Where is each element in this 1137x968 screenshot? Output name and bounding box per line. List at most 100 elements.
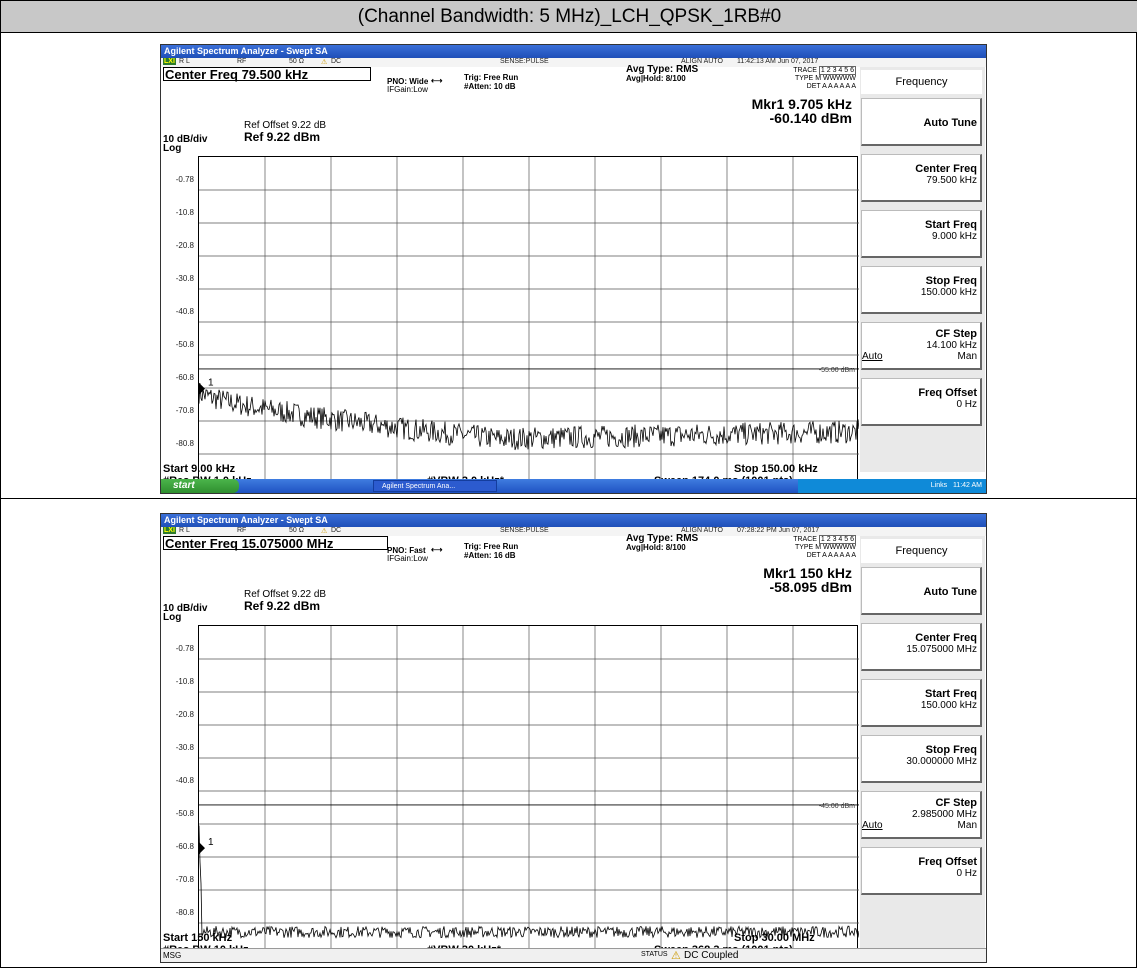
trig-label: Trig: Free Run [464, 73, 519, 82]
y-tick-label: -0.78 [175, 644, 194, 653]
auto-label: Auto [862, 820, 883, 831]
y-tick-label: -10.8 [175, 208, 194, 217]
spectrum-trace-svg: -45.00 dBm 1 [199, 626, 859, 956]
ref-level: Ref 9.22 dBm [244, 599, 321, 613]
auto-man-toggle: Auto Man [862, 351, 977, 362]
marker-value: -60.140 dBm [769, 110, 852, 126]
softkey-label: CF Step [935, 797, 977, 809]
freq-offset-button[interactable]: Freq Offset 0 Hz [861, 378, 982, 426]
y-tick-label: -50.8 [175, 340, 194, 349]
dc-label: DC [331, 58, 342, 65]
trace-row-label: TRACE [793, 67, 817, 74]
row-divider [1, 498, 1137, 499]
trace-info: TRACE 1 2 3 4 5 6 TYPE M WWWWW DET A A A… [793, 535, 856, 560]
det-val: A A A A A A [822, 552, 856, 559]
status-label: STATUS [641, 951, 668, 958]
man-label: Man [957, 351, 977, 362]
spectrum-plot: -55.00 dBm 1 [198, 156, 859, 487]
align-label: ALIGN AUTO [681, 527, 723, 534]
marker-freq: Mkr1 9.705 kHz [751, 96, 852, 112]
y-tick-label: -10.8 [175, 677, 194, 686]
spectrum-analyzer-screenshot-2: Agilent Spectrum Analyzer - Swept SA LXI… [160, 513, 987, 963]
det-row-label: DET [806, 83, 821, 90]
y-tick-label: -40.8 [175, 776, 194, 785]
ref-offset: Ref Offset 9.22 dB [244, 589, 327, 600]
marker-freq: Mkr1 150 kHz [763, 565, 852, 581]
y-tick-label: -30.8 [175, 274, 194, 283]
spectrum-analyzer-screenshot-1: Agilent Spectrum Analyzer - Swept SA LXI… [160, 44, 987, 494]
det-val: A A A A A A [822, 83, 856, 90]
auto-tune-button[interactable]: Auto Tune [861, 98, 982, 146]
softkey-panel: Frequency Auto Tune Center Freq 15.075000… [860, 536, 985, 948]
ifgain-label: IFGain:Low [387, 554, 428, 563]
start-freq-button[interactable]: Start Freq 9.000 kHz [861, 210, 982, 258]
softkey-value: 15.075000 MHz [906, 644, 977, 655]
trace-line [199, 383, 859, 451]
trace-nums: 1 2 3 4 5 6 [818, 66, 856, 75]
spectrum-plot: -45.00 dBm 1 [198, 625, 859, 956]
cf-step-button[interactable]: CF Step 14.100 kHz Auto Man [861, 322, 982, 370]
trace-row-label: TRACE [793, 536, 817, 543]
auto-man-toggle: Auto Man [862, 820, 977, 831]
softkey-value: 2.985000 MHz [911, 809, 977, 820]
stop-freq: Stop 150.00 kHz [734, 463, 818, 475]
softkey-label: Stop Freq [925, 275, 977, 287]
softkey-menu-title: Frequency [861, 70, 982, 94]
start-freq-button[interactable]: Start Freq 150.000 kHz [861, 679, 982, 727]
marker-number: 1 [208, 378, 214, 389]
y-tick-label: -30.8 [175, 743, 194, 752]
stop-freq-button[interactable]: Stop Freq 30.000000 MHz [861, 735, 982, 783]
type-val: M WWWWW [815, 75, 856, 82]
info-strip: LXI R L RF 50 Ω ⚠ DC SENSE:PULSE ALIGN A… [161, 527, 986, 536]
windows-taskbar: start Agilent Spectrum Ana... Links 11:4… [161, 479, 986, 493]
type-val: M WWWWW [815, 544, 856, 551]
rl-label: R L [179, 527, 190, 534]
rf-label: RF [237, 58, 247, 65]
impedance-label: 50 Ω [289, 58, 304, 65]
cf-step-button[interactable]: CF Step 2.985000 MHz Auto Man [861, 791, 982, 839]
arrow-icon: ⟷ [431, 76, 443, 85]
type-row-label: TYPE [794, 75, 814, 82]
y-tick-label: -80.8 [175, 908, 194, 917]
freq-offset-button[interactable]: Freq Offset 0 Hz [861, 847, 982, 895]
ifgain-label: IFGain:Low [387, 85, 428, 94]
y-tick-label: -80.8 [175, 439, 194, 448]
info-strip: LXI R L RF 50 Ω ⚠ DC SENSE:PULSE ALIGN A… [161, 58, 986, 67]
y-tick-label: -50.8 [175, 809, 194, 818]
taskbar-app-button[interactable]: Agilent Spectrum Ana... [373, 480, 497, 492]
impedance-label: 50 Ω [289, 527, 304, 534]
rf-label: RF [237, 527, 247, 534]
logo-icon: LXI [163, 58, 176, 65]
auto-tune-button[interactable]: Auto Tune [861, 567, 982, 615]
softkey-value: 14.100 kHz [926, 340, 977, 351]
center-freq-button[interactable]: Center Freq 79.500 kHz [861, 154, 982, 202]
start-freq: Start 9.00 kHz [163, 463, 236, 475]
marker-diamond [199, 382, 205, 395]
y-tick-label: -20.8 [175, 710, 194, 719]
avg-type-label: Avg Type: RMS [626, 533, 699, 544]
sense-label: SENSE:PULSE [500, 58, 549, 65]
timestamp: 07:28:22 PM Jun 07, 2017 [737, 527, 820, 534]
softkey-value: 150.000 kHz [920, 287, 977, 298]
avg-hold-label: Avg|Hold: 8/100 [626, 543, 686, 552]
spectrum-trace-svg: -55.00 dBm 1 [199, 157, 859, 487]
stop-freq-button[interactable]: Stop Freq 150.000 kHz [861, 266, 982, 314]
auto-label: Auto [862, 351, 883, 362]
y-tick-label: -70.8 [175, 406, 194, 415]
marker-diamond [199, 842, 205, 855]
window-title-bar: Agilent Spectrum Analyzer - Swept SA [161, 514, 986, 527]
msg-label: MSG [163, 951, 182, 960]
center-freq-button[interactable]: Center Freq 15.075000 MHz [861, 623, 982, 671]
limit-line-label: -55.00 dBm [819, 367, 855, 374]
rl-label: R L [179, 58, 190, 65]
system-tray: Links 11:42 AM [798, 479, 986, 493]
softkey-label: Start Freq [925, 219, 977, 231]
warning-icon: ⚠ [321, 59, 328, 66]
marker-number: 1 [208, 837, 214, 848]
marker-value: -58.095 dBm [769, 579, 852, 595]
trig-label: Trig: Free Run [464, 542, 519, 551]
status-text: DC Coupled [684, 950, 739, 961]
start-button[interactable]: start [161, 479, 239, 493]
man-label: Man [957, 820, 977, 831]
softkey-label: Stop Freq [925, 744, 977, 756]
